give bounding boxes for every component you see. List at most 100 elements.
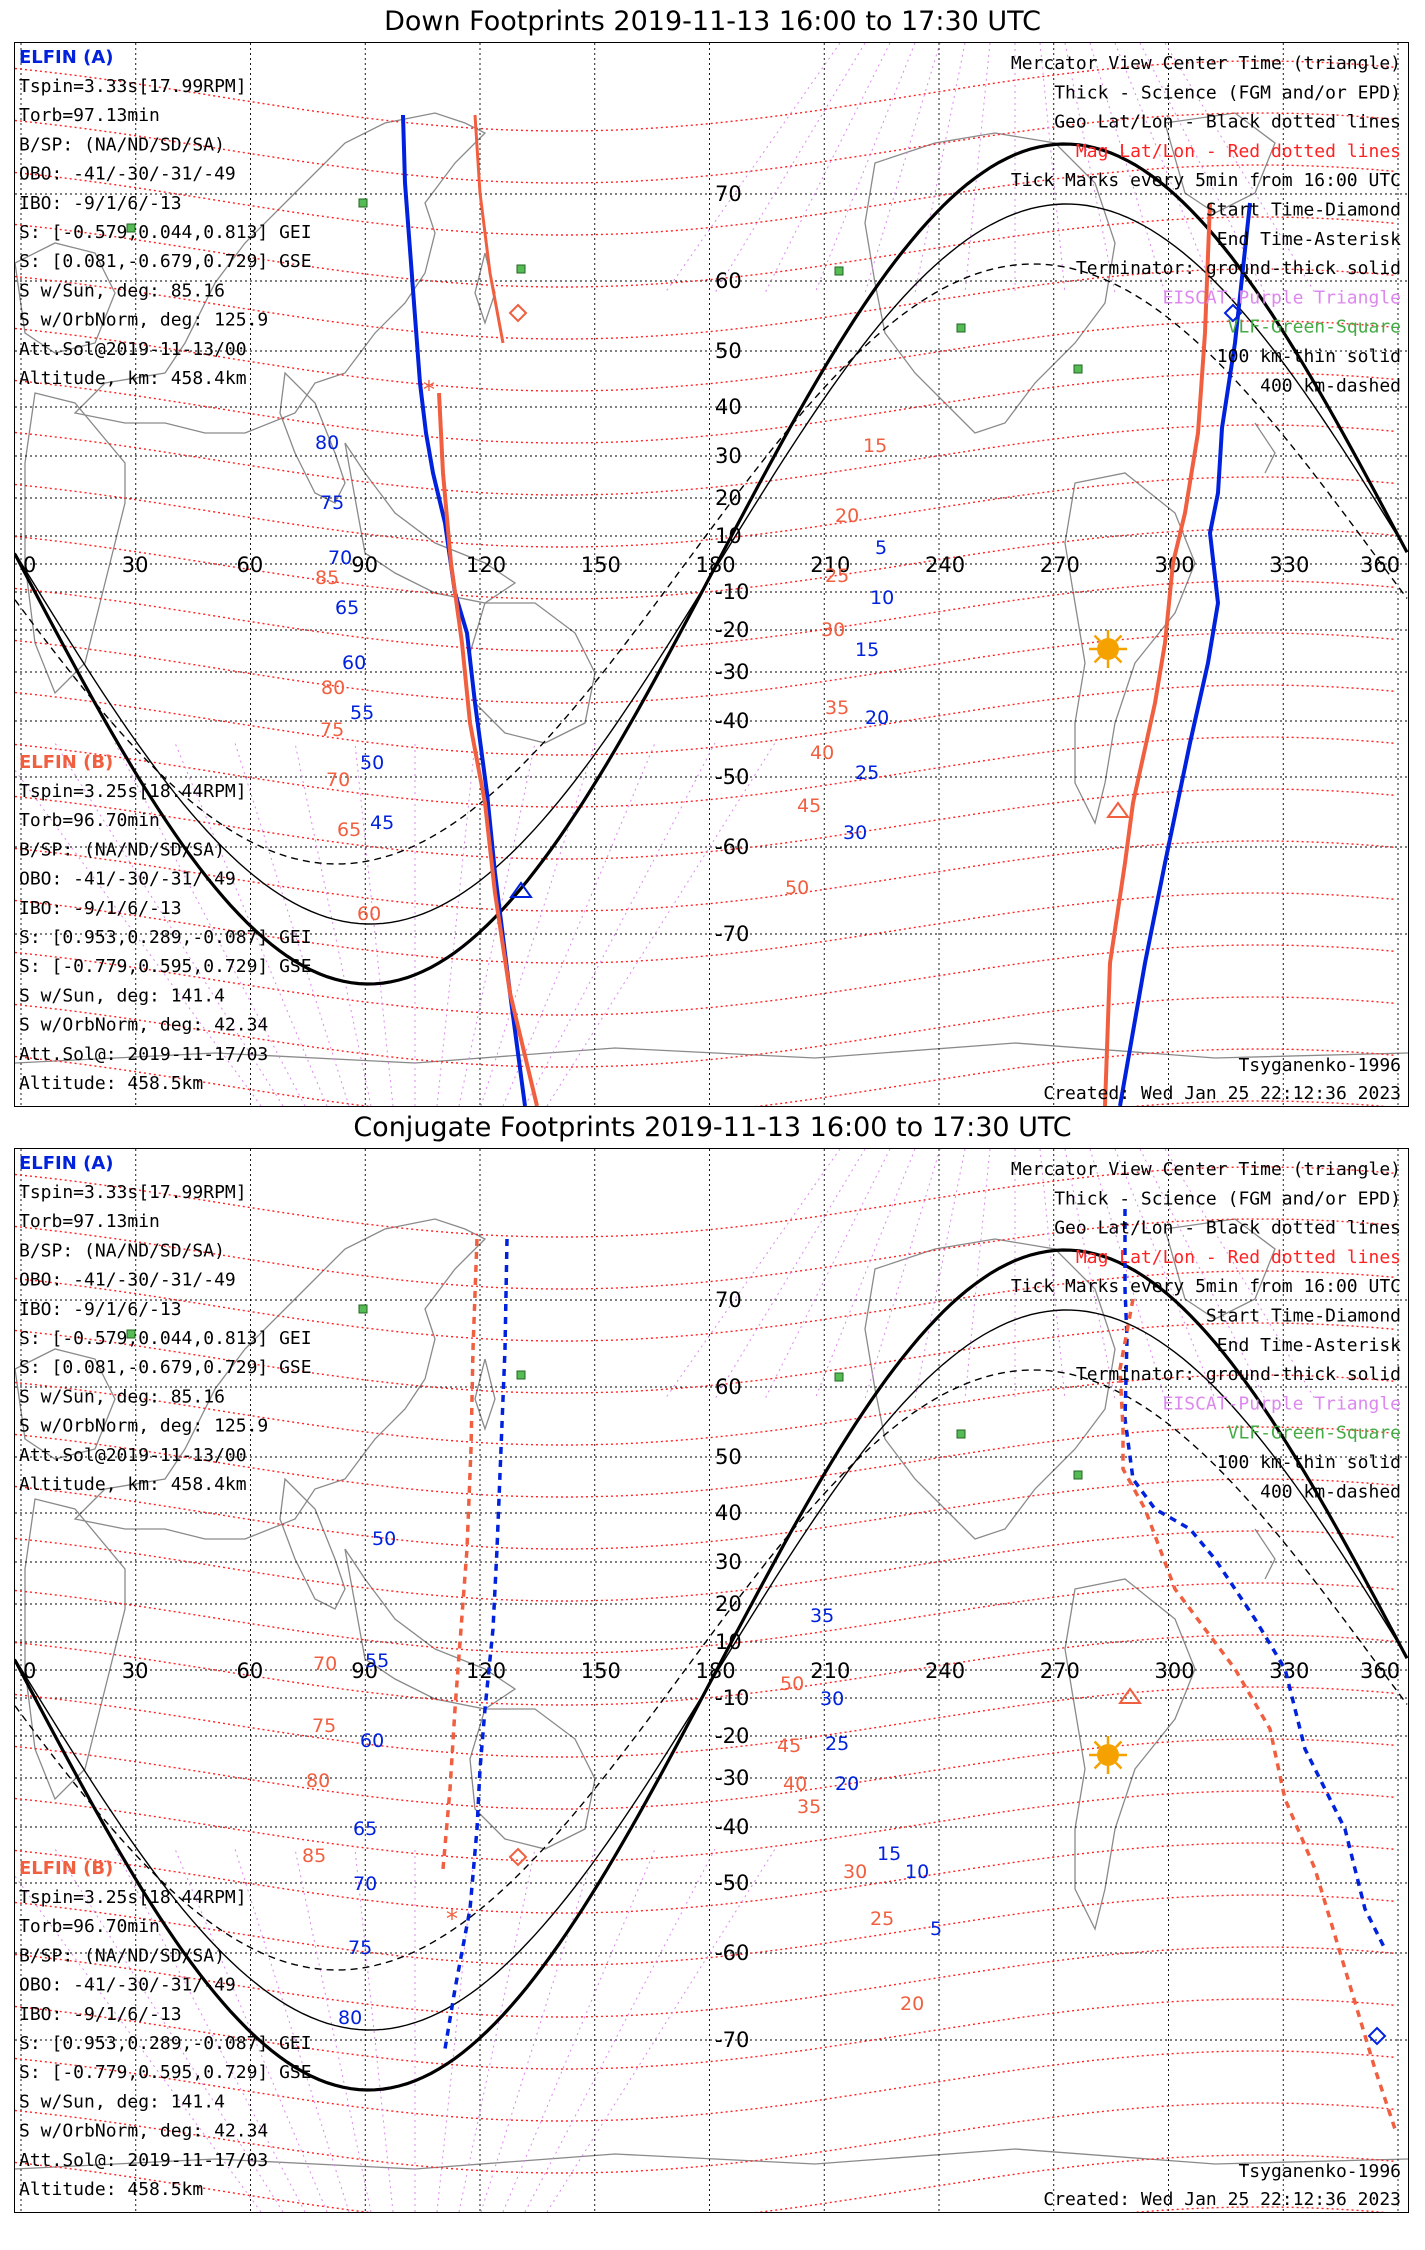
tick-label: 55 <box>365 1650 389 1672</box>
mag-lat-line <box>15 580 1396 652</box>
tick-label: 25 <box>870 1908 894 1930</box>
tick-label: 60 <box>360 1730 384 1752</box>
legend-line: Thick - Science (FGM and/or EPD) <box>1054 82 1401 103</box>
mag-lon-line <box>664 1149 841 1400</box>
legend-line: 400 km-dashed <box>1260 1481 1401 1502</box>
panel-1-title: Down Footprints 2019-11-13 16:00 to 17:3… <box>384 6 1041 37</box>
info-line: S w/OrbNorm, deg: 125.9 <box>19 310 268 331</box>
info-line: S w/Sun, deg: 141.4 <box>19 2091 225 2112</box>
lon-tick-label: 210 <box>810 1659 850 1683</box>
mag-lon-line <box>964 43 991 294</box>
mag-lon-line <box>1114 1149 1216 1400</box>
vlf-station-square <box>358 198 368 208</box>
tick-label: 65 <box>353 1818 377 1840</box>
mag-lon-line <box>458 742 536 1106</box>
terminator-400km <box>15 263 1408 865</box>
elfin-b-track-west <box>441 1238 479 1870</box>
info-line: Tspin=3.33s[17.99RPM] <box>19 76 247 97</box>
legend-line: Tick Marks every 5min from 16:00 UTC <box>1011 170 1401 191</box>
lon-tick-label: 120 <box>466 1659 506 1683</box>
info-line: Torb=97.13min <box>19 105 160 126</box>
legend-line: Start Time-Diamond <box>1206 200 1401 221</box>
mag-lon-line <box>524 1848 716 2212</box>
legend-line: 100 km-thin solid <box>1217 1452 1401 1473</box>
start-diamond-b <box>508 1847 528 1867</box>
lon-tick-label: 300 <box>1155 1659 1195 1683</box>
info-line: IBO: -9/1/6/-13 <box>19 193 182 214</box>
lat-tick-label: 70 <box>715 182 742 206</box>
lon-tick-label: 240 <box>925 1659 965 1683</box>
info-line: S: [0.081,-0.679,0.729] GSE <box>19 1357 312 1378</box>
legend-line: Tick Marks every 5min from 16:00 UTC <box>1011 1276 1401 1297</box>
model-label: Tsyganenko-1996 <box>1238 2161 1401 2182</box>
lat-tick-label: 40 <box>715 1501 742 1525</box>
coastline <box>474 1358 496 1432</box>
lon-tick-label: 60 <box>237 553 264 577</box>
legend-line: Terminator: ground-thick solid <box>1076 1364 1401 1385</box>
vlf-station-square <box>1073 1470 1083 1480</box>
lat-tick-label: -60 <box>715 1941 749 1965</box>
mag-lon-line <box>1164 43 1316 294</box>
tick-label: 65 <box>335 597 359 619</box>
info-title: ELFIN (B) <box>19 1858 113 1879</box>
tick-label: 15 <box>855 639 879 661</box>
coastline <box>1254 1528 1276 1580</box>
sun-icon <box>1089 1736 1127 1774</box>
lat-tick-label: -70 <box>715 2028 749 2052</box>
mag-lon-line <box>714 1149 866 1400</box>
legend-line: Mag Lat/Lon - Red dotted lines <box>1076 141 1401 162</box>
lat-tick-label: 70 <box>715 1288 742 1312</box>
vlf-station-square <box>956 1429 966 1439</box>
info-line: Torb=96.70min <box>19 810 160 831</box>
tick-label: 35 <box>825 697 849 719</box>
tick-label: 5 <box>930 1918 942 1940</box>
mag-lon-line <box>294 1848 372 2212</box>
info-line: Att.Sol@: 2019-11-17/03 <box>19 2150 268 2171</box>
mag-lon-line <box>914 1149 966 1400</box>
mag-lon-line <box>664 43 841 294</box>
tick-label: 20 <box>865 707 889 729</box>
legend-line: VLF-Green-Square <box>1228 317 1401 338</box>
mag-lat-line <box>15 632 1396 704</box>
lon-tick-label: 90 <box>351 553 378 577</box>
mag-lon-line <box>764 43 891 294</box>
lat-tick-label: -40 <box>715 709 749 733</box>
elfin-b-track-east <box>1103 202 1212 1106</box>
mag-lon-line <box>524 742 716 1106</box>
tick-label: 70 <box>328 547 352 569</box>
mag-lon-line <box>436 1848 476 2212</box>
info-line: B/SP: (NA/ND/SD/SA) <box>19 134 225 155</box>
mag-lat-line <box>15 1790 1396 1862</box>
lat-tick-label: 50 <box>715 339 742 363</box>
tick-label: 20 <box>835 505 859 527</box>
terminator-100km <box>15 1309 1408 2031</box>
legend-line: EISCAT-Purple Triangle <box>1163 1393 1401 1414</box>
mag-lon-line <box>458 1848 536 2212</box>
lat-tick-label: 60 <box>715 269 742 293</box>
info-title: ELFIN (B) <box>19 752 113 773</box>
elfin-a-track-east <box>1118 202 1252 1106</box>
tick-label: 85 <box>302 1845 326 1867</box>
mag-lon-line <box>1089 43 1166 294</box>
info-line: Att.Sol@: 2019-11-17/03 <box>19 1044 268 1065</box>
tick-label: 45 <box>777 1735 801 1757</box>
mag-lon-line <box>1064 43 1116 294</box>
tick-label: 45 <box>797 795 821 817</box>
lat-tick-label: -20 <box>715 1724 749 1748</box>
info-line: Att.Sol@2019-11-13/00 <box>19 1445 247 1466</box>
lon-tick-label: 120 <box>466 553 506 577</box>
elfin-a-track-west <box>443 1238 509 2050</box>
lon-tick-label: 210 <box>810 553 850 577</box>
tick-label: 35 <box>810 1605 834 1627</box>
tick-label: 65 <box>337 819 361 841</box>
lon-tick-label: 360 <box>1360 1659 1400 1683</box>
info-line: IBO: -9/1/6/-13 <box>19 1299 182 1320</box>
legend-line: Geo Lat/Lon - Black dotted lines <box>1054 112 1401 133</box>
coastline <box>1064 472 1196 825</box>
elfin-a-track-west <box>401 114 527 1106</box>
info-line: B/SP: (NA/ND/SD/SA) <box>19 1240 225 1261</box>
vlf-station-square <box>834 266 844 276</box>
tick-label: 75 <box>312 1715 336 1737</box>
info-line: Tspin=3.25s[18.44RPM] <box>19 1887 247 1908</box>
tick-label: 40 <box>783 1773 807 1795</box>
